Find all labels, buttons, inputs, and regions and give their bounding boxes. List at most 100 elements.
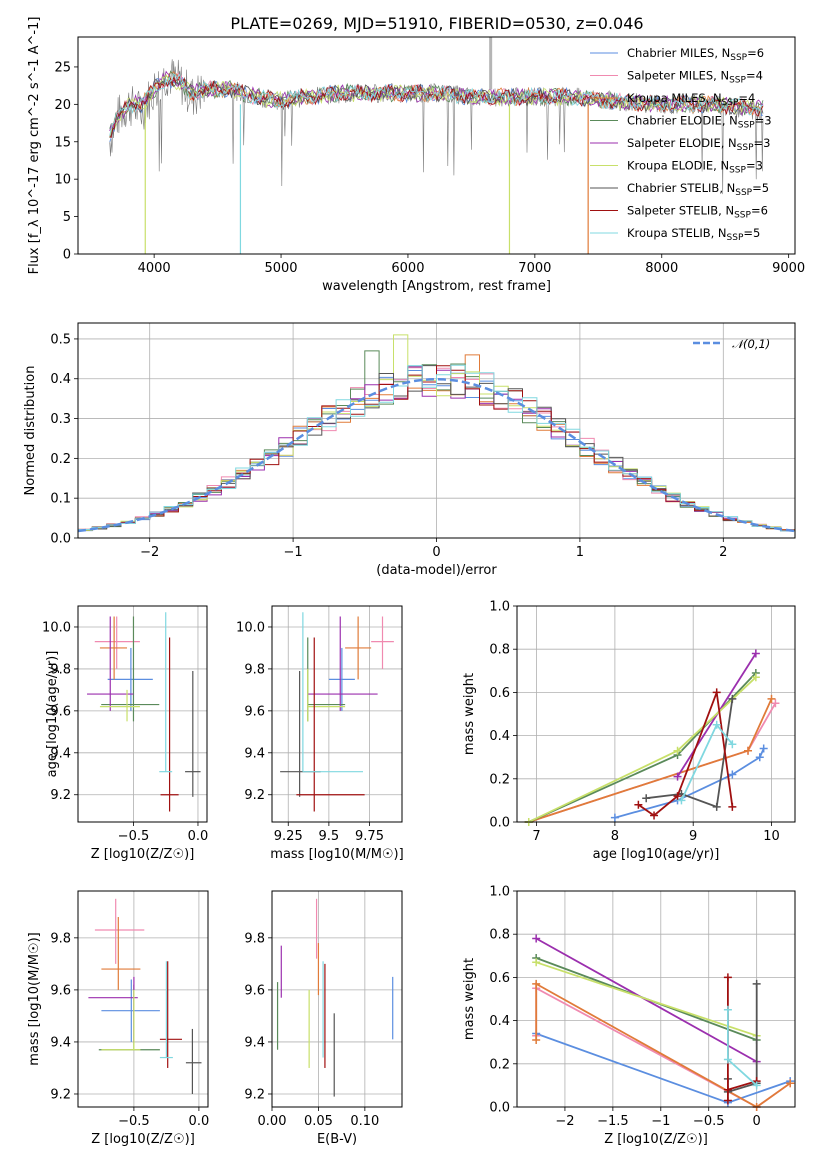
weight-marker — [532, 958, 541, 967]
y-axis-label: mass weight — [462, 673, 477, 755]
x-axis-label: mass [log10(M/M☉)] — [270, 847, 403, 862]
errorbar-kroupa-stelib — [159, 612, 173, 773]
weight-marker — [712, 688, 721, 697]
weight-marker — [532, 934, 541, 943]
weight-marker — [723, 1096, 732, 1105]
errorbar-kroupa-miles — [99, 616, 128, 680]
errorbar-salpeter-stelib — [159, 961, 182, 1068]
mass-vs-metallicity-plot: −0.5 0.0 9.2 9.4 9.6 9.8 Z [log10(Z/Z☉)] mass [… — [27, 890, 209, 1147]
y-tick-label: 0.4 — [489, 729, 510, 744]
x-tick-label: 4000 — [138, 261, 171, 276]
x-tick-label: −1 — [651, 1114, 670, 1129]
weight-marker — [728, 694, 737, 703]
errorbar-chabrier-stelib — [185, 1028, 202, 1094]
legend-label-salpeter-stelib: Salpeter STELIB, NSSP=6 — [627, 204, 768, 221]
weight-marker — [634, 800, 643, 809]
errorbar-kroupa-elodie — [101, 989, 141, 1051]
weight-line — [528, 676, 757, 823]
legend-label-chabrier-stelib: Chabrier STELIB, NSSP=5 — [627, 181, 769, 198]
y-axis-label: Normed distribution — [23, 366, 38, 496]
histograms — [78, 334, 795, 533]
y-tick-label: 5 — [63, 210, 71, 225]
legend-label-salpeter-elodie: Salpeter ELODIE, NSSP=3 — [627, 136, 770, 153]
x-tick-label: 9.25 — [274, 829, 303, 844]
y-tick-label: 9.8 — [50, 662, 71, 677]
weight-series-kroupa-stelib — [723, 1005, 761, 1090]
y-tick-label: 0.6 — [489, 971, 510, 986]
x-tick-label: −2 — [140, 545, 159, 560]
errorbar-salpeter-miles — [371, 616, 394, 669]
weight-marker — [751, 673, 760, 682]
errorbar-salpeter-elodie — [307, 616, 378, 711]
errorbar-salpeter-miles — [94, 616, 140, 669]
errorbar-kroupa-stelib — [159, 961, 173, 1059]
weight-marker — [532, 979, 541, 988]
x-axis-label: (data-model)/error — [376, 563, 497, 578]
x-axis-label: wavelength [Angstrom, rest frame] — [322, 279, 551, 294]
weight-line — [535, 937, 758, 1063]
y-tick-label: 9.8 — [244, 931, 265, 946]
weight-line — [528, 672, 757, 823]
y-tick-label: 10.0 — [42, 620, 71, 635]
errorbar-chabrier-miles — [107, 647, 153, 711]
x-axis-label: Z [log10(Z/Z☉)] — [91, 847, 195, 862]
y-tick-label: 15 — [54, 135, 71, 150]
weight-line — [680, 723, 734, 801]
axes-frame — [271, 890, 403, 1108]
weight-marker — [723, 1005, 732, 1014]
legend-label-salpeter-miles: Salpeter MILES, NSSP=4 — [627, 69, 763, 86]
weight-line — [535, 961, 757, 1037]
x-tick-label: 6000 — [391, 261, 424, 276]
errorbar-chabrier-miles — [101, 979, 160, 1042]
x-tick-label: −0.5 — [693, 1114, 725, 1129]
errorbar-kroupa-elodie — [99, 689, 140, 722]
errorbar-kroupa-miles — [345, 616, 372, 680]
x-tick-label: 9.5 — [319, 829, 340, 844]
x-axis-label: age [log10(age/yr)] — [593, 847, 720, 862]
x-axis-label: Z [log10(Z/Z☉)] — [604, 1132, 708, 1147]
x-tick-label: −1 — [284, 545, 303, 560]
axes-frame — [271, 605, 403, 823]
y-axis-label: age [log10(age/yr)] — [45, 651, 60, 778]
y-tick-label: 9.8 — [50, 931, 71, 946]
errorbar-salpeter-elodie — [88, 976, 138, 1042]
y-tick-label: 0.2 — [489, 772, 510, 787]
x-axis-label: E(B-V) — [317, 1132, 357, 1147]
y-tick-label: 9.6 — [50, 983, 71, 998]
y-tick-label: 0.0 — [50, 532, 71, 547]
y-tick-label: 1.0 — [489, 600, 510, 615]
legend-label-kroupa-elodie: Kroupa ELODIE, NSSP=3 — [627, 159, 763, 176]
weight-series-chabrier-miles — [532, 1029, 795, 1107]
y-axis-label: mass [log10(M/M☉)] — [27, 932, 42, 1065]
model-kroupa-stelib — [109, 73, 764, 136]
x-tick-label: 9000 — [772, 261, 805, 276]
weight-line — [535, 982, 791, 1109]
y-tick-label: 10.0 — [236, 620, 265, 635]
errorbar-kroupa-stelib — [302, 612, 363, 773]
spectrum-plot: 4000 5000 6000 7000 8000 9000 0 5 10 15 20 25 wavele… — [27, 17, 805, 294]
weight-line — [535, 1032, 791, 1104]
weight-vs-metallicity-plot: −2 −1.5 −1 −0.5 0 0.0 0.2 0.4 0.6 0.8 1.0 Z [log10(… — [462, 885, 796, 1147]
x-tick-label: 9 — [689, 829, 697, 844]
weight-marker — [771, 699, 780, 708]
legend-label-kroupa-stelib: Kroupa STELIB, NSSP=5 — [627, 226, 760, 243]
weight-marker — [723, 1085, 732, 1094]
weight-marker — [677, 796, 686, 805]
weight-marker — [723, 1055, 732, 1064]
y-tick-label: 25 — [54, 60, 71, 75]
weight-marker — [673, 746, 682, 755]
x-tick-label: 0 — [753, 1114, 761, 1129]
weight-marker — [728, 740, 737, 749]
y-tick-label: 0.8 — [489, 643, 510, 658]
x-tick-label: 8 — [611, 829, 619, 844]
x-axis-label: Z [log10(Z/Z☉)] — [91, 1132, 195, 1147]
errorbar-chabrier-stelib — [185, 671, 201, 797]
weight-marker — [752, 979, 761, 988]
x-tick-label: −2 — [555, 1114, 574, 1129]
x-tick-label: −0.5 — [118, 829, 150, 844]
weight-vs-age-plot: 7 8 9 10 0.0 0.2 0.4 0.6 0.8 1.0 age [log10(age/yr… — [462, 600, 796, 862]
age-vs-metallicity-plot: −0.5 0.0 9.2 9.4 9.6 9.8 10.0 Z [log10(Z/Z☉)] ag… — [42, 605, 208, 862]
weight-series-kroupa-stelib — [677, 720, 737, 805]
axes-frame — [77, 36, 796, 255]
residual-histogram: −2 −1 0 1 2 0.0 0.1 0.2 0.3 0.4 0.5 (data-model)/er… — [23, 322, 796, 578]
